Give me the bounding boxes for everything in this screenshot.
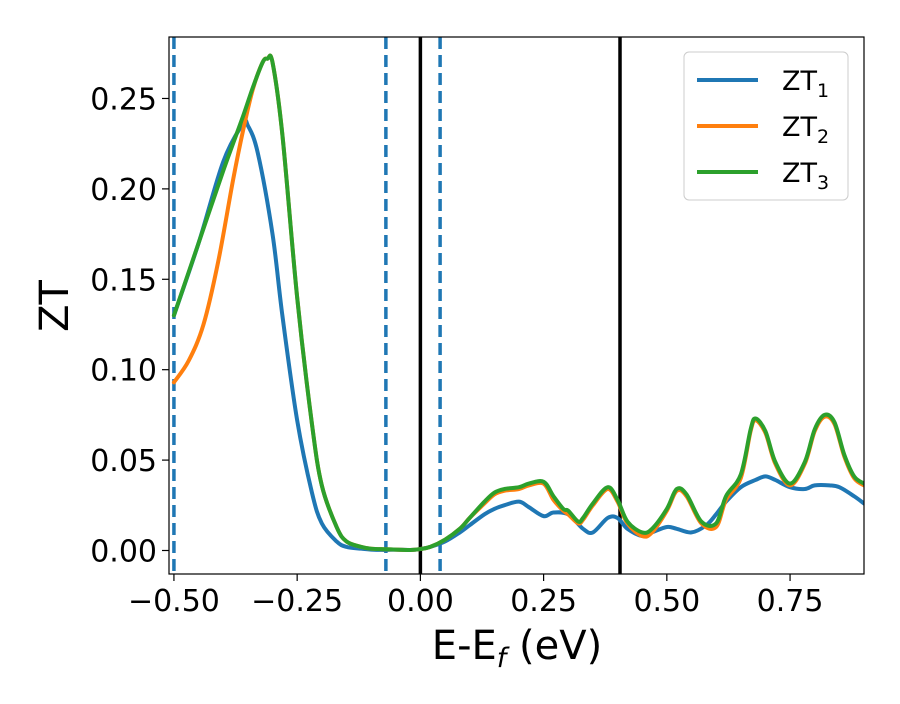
y-tick-label: 0.25 — [90, 82, 157, 117]
x-tick-label: −0.50 — [128, 584, 220, 619]
y-tick-label: 0.00 — [90, 534, 157, 569]
y-tick-label: 0.05 — [90, 444, 157, 479]
x-tick-label: 0.50 — [633, 584, 700, 619]
legend-box — [683, 51, 849, 201]
legend-label-main: ZT — [782, 112, 817, 143]
y-axis-label: ZT — [32, 280, 78, 332]
legend-label-subscript: 3 — [817, 172, 829, 194]
series-lines — [171, 53, 864, 552]
x-axis-label-unit: (eV) — [506, 623, 602, 669]
legend-label-subscript: 1 — [817, 80, 829, 102]
x-axis-label-main: E-E — [432, 623, 497, 669]
legend-label-main: ZT — [782, 158, 817, 189]
legend-label-main: ZT — [782, 66, 817, 97]
legend-label-zt3: ZT3 — [782, 158, 829, 194]
x-tick-label: −0.25 — [251, 584, 343, 619]
y-axis-ticks: 0.00 0.05 0.10 0.15 0.20 0.25 — [90, 82, 169, 569]
x-tick-label: 0.75 — [757, 584, 824, 619]
x-tick-label: 0.00 — [387, 584, 454, 619]
reference-lines — [172, 37, 622, 574]
x-axis-label: E-Ef (eV) — [432, 623, 602, 674]
y-tick-label: 0.10 — [90, 354, 157, 389]
y-tick-label: 0.20 — [90, 173, 157, 208]
legend-label-subscript: 2 — [817, 126, 829, 148]
legend-label-zt2: ZT2 — [782, 112, 829, 148]
series-line-zt1 — [171, 118, 864, 552]
x-axis-ticks: −0.50 −0.25 0.00 0.25 0.50 0.75 — [128, 574, 824, 619]
series-line-zt3 — [171, 53, 864, 552]
x-tick-label: 0.25 — [510, 584, 577, 619]
y-tick-label: 0.15 — [90, 263, 157, 298]
legend-label-zt1: ZT1 — [782, 66, 829, 102]
plot-frame — [168, 36, 865, 575]
